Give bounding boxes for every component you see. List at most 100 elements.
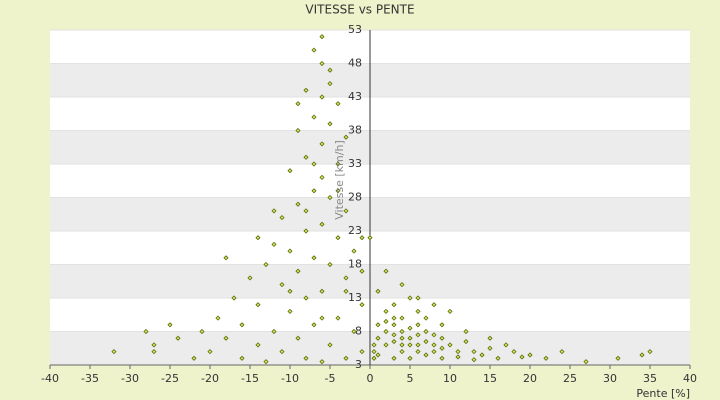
x-axis-label: Pente [%] [636,387,690,400]
point [359,349,365,355]
point [383,328,389,335]
point [399,335,405,341]
point [271,208,277,214]
point [383,308,389,314]
point [239,322,245,328]
point [143,328,149,335]
point [439,322,445,328]
point [391,315,397,321]
x-tick-label: -20 [201,372,219,385]
point [287,308,293,314]
point [415,295,421,301]
x-tick-label: -35 [81,372,99,385]
point [359,302,365,308]
point [375,288,381,294]
point [295,335,301,341]
point [371,355,377,361]
x-tick-label: 30 [603,372,617,385]
point [343,355,349,361]
point [279,215,285,221]
point [463,328,469,335]
point [487,335,493,341]
point [239,355,245,361]
point [247,275,253,281]
point [407,325,413,331]
point [431,349,437,355]
point [319,60,325,67]
point [399,342,405,348]
y-tick-label: 18 [348,258,362,271]
point [391,338,397,345]
point [391,332,397,338]
point [255,342,261,348]
x-tick-label: -5 [325,372,336,385]
point [399,328,405,335]
point [343,134,349,140]
point [335,188,341,194]
point [343,275,349,281]
x-tick-label: 25 [563,372,577,385]
plot-area: 38131823283338434853-40-35-30-25-20-15-1… [41,23,697,385]
x-tick-label: -25 [161,372,179,385]
point [615,355,621,361]
point [271,241,277,247]
y-tick-label: 13 [348,291,362,304]
point [327,261,333,268]
point [311,255,317,261]
point [431,332,437,338]
x-tick-label: 35 [643,372,657,385]
x-tick-label: 40 [683,372,697,385]
point [311,47,317,53]
point [463,338,469,345]
point [295,201,301,207]
x-tick-label: -40 [41,372,59,385]
y-axis-label: Vitesse [km/h] [333,140,346,220]
point [287,288,293,294]
point [151,342,157,348]
point [199,328,205,335]
point [167,322,173,328]
point [335,315,341,321]
y-tick-label: 8 [355,325,362,338]
point [303,87,309,93]
point [223,255,229,261]
point [423,315,429,321]
y-tick-label: 43 [348,90,362,103]
point [439,355,445,361]
point [271,328,277,335]
point [423,338,429,345]
point [295,127,301,134]
point [295,101,301,107]
point [399,282,405,288]
point [439,335,445,341]
x-tick-label: 20 [523,372,537,385]
point [375,335,381,341]
x-tick-label: -30 [121,372,139,385]
point [327,121,333,127]
point [319,315,325,321]
y-tick-label: 38 [348,124,362,137]
point [287,168,293,174]
point [111,349,117,355]
point [175,335,181,341]
chart-title: VITESSE vs PENTE [305,3,414,17]
point [383,268,389,274]
point [519,354,525,360]
point [439,345,445,351]
x-tick-label: -15 [241,372,259,385]
point [279,349,285,355]
point [303,355,309,361]
point [423,328,429,335]
point [311,188,317,194]
point [543,355,549,361]
point [335,161,341,167]
point [447,342,453,348]
point [151,349,157,355]
point [343,288,349,294]
point [415,332,421,338]
point [367,235,373,241]
point [407,342,413,348]
point [447,308,453,314]
point [415,322,421,328]
